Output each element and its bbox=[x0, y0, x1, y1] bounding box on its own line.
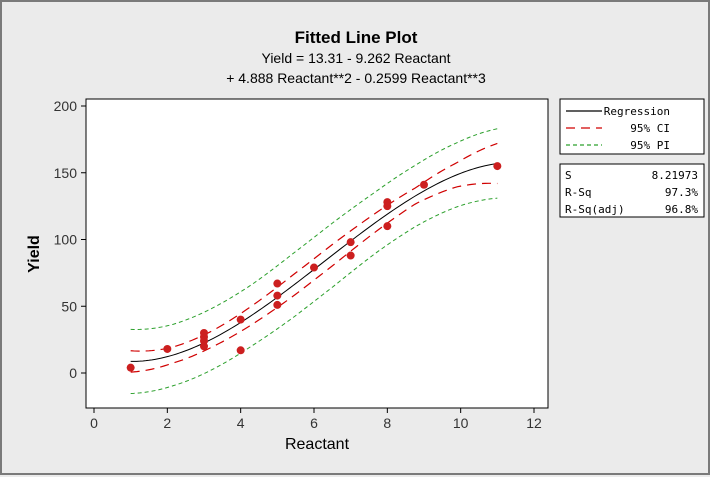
x-axis-title: Reactant bbox=[285, 436, 350, 453]
data-point bbox=[383, 198, 392, 207]
x-tick-label: 8 bbox=[383, 415, 391, 431]
stat-label: R-Sq(adj) bbox=[565, 203, 625, 216]
stat-label: R-Sq bbox=[565, 186, 592, 199]
ci-upper-line bbox=[130, 142, 498, 352]
stat-value: 96.8% bbox=[665, 203, 698, 216]
y-axis-title: Yield bbox=[26, 235, 43, 273]
data-point bbox=[420, 180, 428, 189]
data-point bbox=[200, 328, 208, 337]
legend-label: 95% PI bbox=[630, 139, 670, 152]
x-tick-label: 10 bbox=[453, 415, 469, 431]
data-point bbox=[273, 300, 282, 309]
stats-box bbox=[559, 163, 705, 218]
x-tick-label: 4 bbox=[237, 415, 245, 431]
chart-title: Fitted Line Plot bbox=[295, 28, 418, 47]
x-tick-label: 2 bbox=[163, 415, 171, 431]
x-tick-label: 6 bbox=[310, 415, 318, 431]
data-points bbox=[126, 162, 502, 372]
y-tick-label: 200 bbox=[54, 98, 78, 114]
y-tick-label: 0 bbox=[69, 365, 77, 381]
y-tick-label: 150 bbox=[54, 165, 78, 181]
x-tick-label: 12 bbox=[526, 415, 542, 431]
data-point bbox=[236, 315, 245, 324]
data-point bbox=[493, 162, 502, 171]
data-point bbox=[273, 279, 282, 288]
data-point bbox=[383, 222, 392, 231]
legend-label: Regression bbox=[604, 105, 670, 118]
data-point bbox=[126, 363, 135, 372]
legend-label: 95% CI bbox=[630, 122, 670, 135]
data-point bbox=[273, 291, 282, 300]
y-tick-label: 50 bbox=[61, 298, 77, 314]
prediction-interval-bands bbox=[130, 128, 498, 394]
stat-label: S bbox=[565, 169, 572, 182]
fit-statistics: S 8.21973 R-Sq 97.3% R-Sq(adj) 96.8% bbox=[565, 169, 698, 216]
x-tick-label: 0 bbox=[90, 415, 98, 431]
plot-area bbox=[85, 98, 549, 409]
ci-lower-line bbox=[130, 182, 498, 373]
stat-value: 97.3% bbox=[665, 186, 698, 199]
data-point bbox=[163, 344, 172, 353]
data-point bbox=[346, 238, 355, 247]
data-point bbox=[310, 263, 318, 272]
axis-ticks: 0 2 4 6 8 10 12 0 50 100 150 200 bbox=[54, 98, 542, 431]
pi-lower-line bbox=[130, 197, 498, 394]
confidence-interval-bands bbox=[130, 142, 498, 373]
legend: Regression 95% CI 95% PI bbox=[566, 105, 670, 152]
stat-value: 8.21973 bbox=[652, 169, 698, 182]
pi-upper-line bbox=[130, 128, 498, 330]
y-tick-label: 100 bbox=[54, 232, 78, 248]
data-point bbox=[346, 251, 355, 260]
chart-subtitle-line-2: + 4.888 Reactant**2 - 0.2599 Reactant**3 bbox=[226, 70, 486, 86]
data-point bbox=[236, 346, 245, 355]
chart-subtitle-line-1: Yield = 13.31 - 9.262 Reactant bbox=[262, 50, 451, 66]
